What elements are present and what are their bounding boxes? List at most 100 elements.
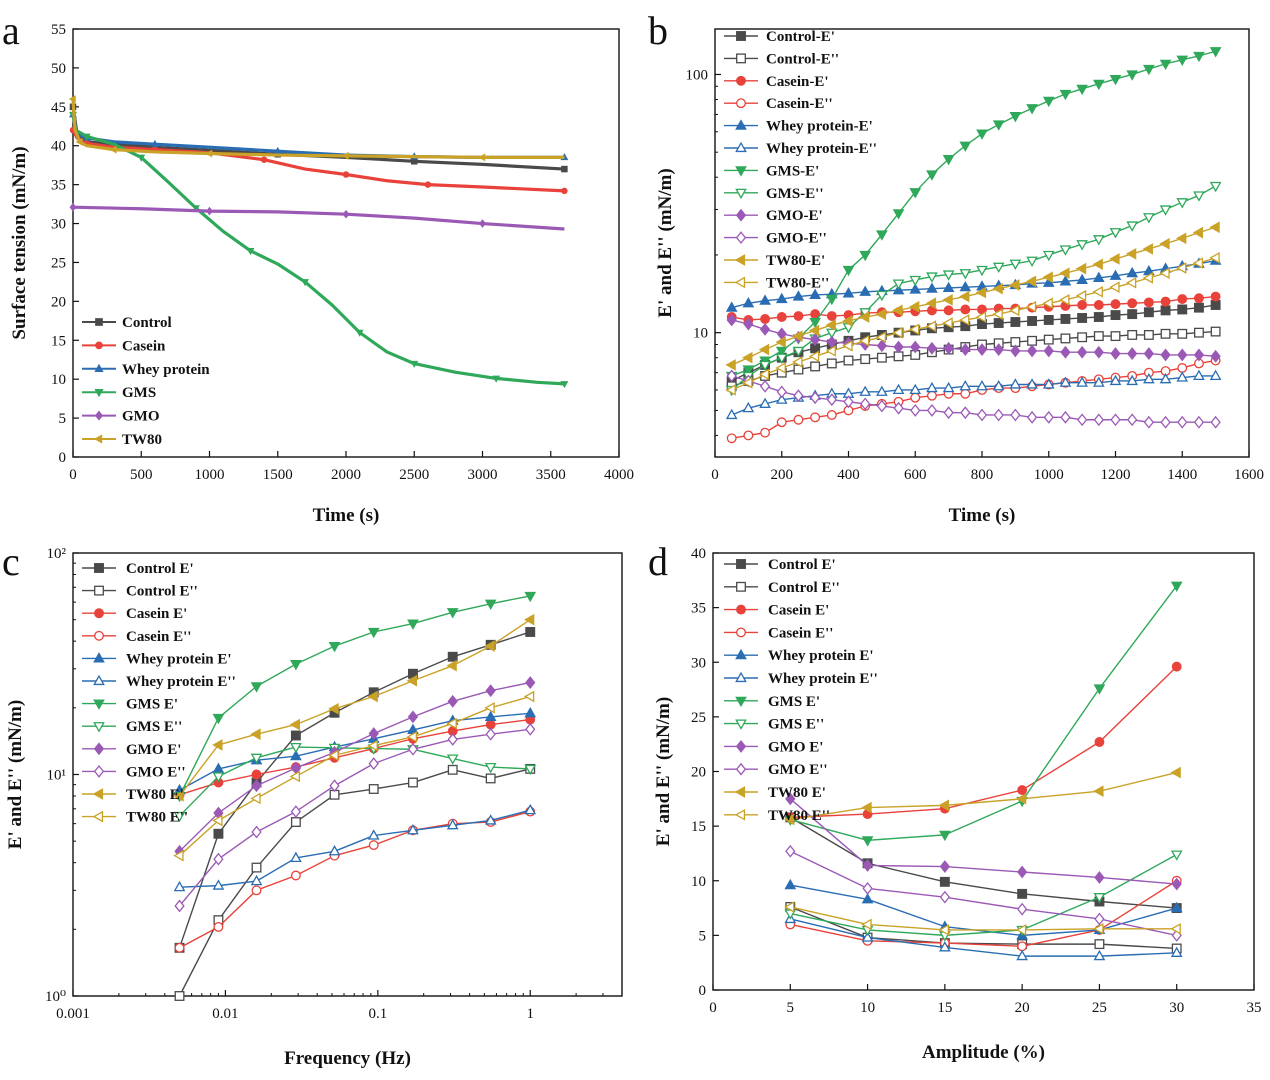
legend-item: Control E' (724, 557, 836, 573)
legend-marker (735, 208, 747, 222)
data-point (246, 248, 255, 256)
data-point (926, 390, 937, 401)
data-point (1059, 89, 1072, 101)
data-point (1017, 865, 1028, 879)
data-point (926, 272, 938, 283)
panel-a: a 0 500 1000 1500 2000 2500 3000 3500 4000 0 5 10 15 2… (2, 8, 634, 526)
data-point (892, 326, 903, 339)
legend-item: TW80 E' (82, 787, 184, 803)
data-point (1042, 250, 1055, 262)
series-line (790, 918, 1177, 957)
x-axis-title: Time (s) (949, 505, 1016, 526)
data-point (992, 282, 1003, 295)
data-point (484, 814, 497, 825)
data-point (861, 836, 874, 847)
data-point (1016, 949, 1028, 961)
data-point (1092, 79, 1105, 91)
data-point (893, 340, 904, 354)
data-point (942, 381, 955, 393)
data-point (212, 739, 223, 751)
data-point (1026, 344, 1038, 358)
data-point (1109, 374, 1122, 386)
data-point (1017, 888, 1028, 899)
x-axis-title: Time (s) (313, 505, 380, 526)
data-point (1176, 371, 1189, 382)
legend-marker (93, 742, 105, 756)
y-tick-label: 40 (691, 546, 706, 562)
x-tick-label: 3000 (468, 467, 498, 483)
legend-item: GMO E' (724, 739, 823, 755)
data-point (1010, 344, 1021, 358)
series-gmo-e-storage (785, 792, 1182, 891)
series-line (178, 619, 531, 797)
data-point (776, 385, 787, 399)
series-whey-protein-e-storage (784, 878, 1183, 940)
data-point (1127, 298, 1138, 309)
legend-marker (94, 608, 104, 619)
data-point (289, 770, 300, 783)
data-point (938, 924, 949, 936)
legend-label: Whey protein E'' (768, 671, 878, 687)
data-point (992, 120, 1005, 131)
x-tick-label: 1400 (1167, 467, 1197, 483)
data-point (858, 334, 870, 347)
x-tick-label: 800 (971, 467, 994, 483)
data-point (1193, 369, 1205, 381)
data-point (926, 282, 938, 293)
legend-marker (735, 671, 747, 683)
data-point (1076, 273, 1088, 285)
legend-item: TW80 E'' (724, 808, 830, 824)
data-point (1026, 256, 1038, 267)
series-line (178, 595, 531, 797)
data-point (485, 719, 496, 730)
data-point (726, 433, 737, 444)
legend-label: Whey protein-E' (766, 119, 873, 135)
data-point (446, 717, 457, 730)
data-point (1177, 348, 1188, 362)
data-point (860, 354, 871, 365)
data-point (943, 341, 954, 355)
data-point (1060, 314, 1071, 324)
legend-label: TW80 E' (768, 785, 826, 801)
series-line (179, 718, 531, 796)
x-axis-title: Amplitude (%) (922, 1042, 1045, 1063)
data-point (862, 881, 873, 895)
data-point (926, 381, 938, 393)
data-point (1170, 901, 1183, 913)
data-point (742, 351, 753, 364)
data-point (993, 408, 1004, 422)
legend-marker (94, 563, 104, 573)
data-point (1010, 408, 1021, 422)
data-point (1092, 258, 1103, 271)
data-point (328, 702, 339, 715)
legend: Control E' Control E'' Casein E' Casein E''… (724, 557, 878, 824)
data-point (960, 304, 971, 315)
data-point (447, 694, 458, 708)
series-line (790, 853, 1178, 937)
series-line (179, 695, 531, 857)
x-tick-label: 35 (1247, 1000, 1262, 1016)
legend-marker (736, 53, 746, 64)
legend-item: GMS E'' (82, 719, 182, 735)
data-point (260, 156, 268, 163)
data-point (1159, 267, 1170, 280)
series-line (790, 906, 1177, 931)
legend-label: Casein E' (768, 603, 829, 619)
legend-marker (92, 810, 104, 823)
data-point (775, 362, 786, 374)
data-point (328, 845, 341, 856)
legend-label: GMS-E'' (766, 186, 824, 202)
series-gms-e-storage (784, 581, 1183, 847)
data-point (842, 265, 855, 277)
legend-item: Whey protein E'' (724, 671, 878, 687)
data-point (759, 360, 771, 372)
data-point (484, 710, 497, 721)
data-point (976, 265, 988, 277)
data-point (367, 829, 380, 840)
legend-label: Control E'' (768, 580, 840, 596)
data-point (1092, 235, 1105, 246)
data-point (910, 403, 921, 417)
legend-label: Control E' (126, 561, 194, 577)
data-point (1060, 345, 1071, 359)
data-point (1209, 221, 1220, 234)
